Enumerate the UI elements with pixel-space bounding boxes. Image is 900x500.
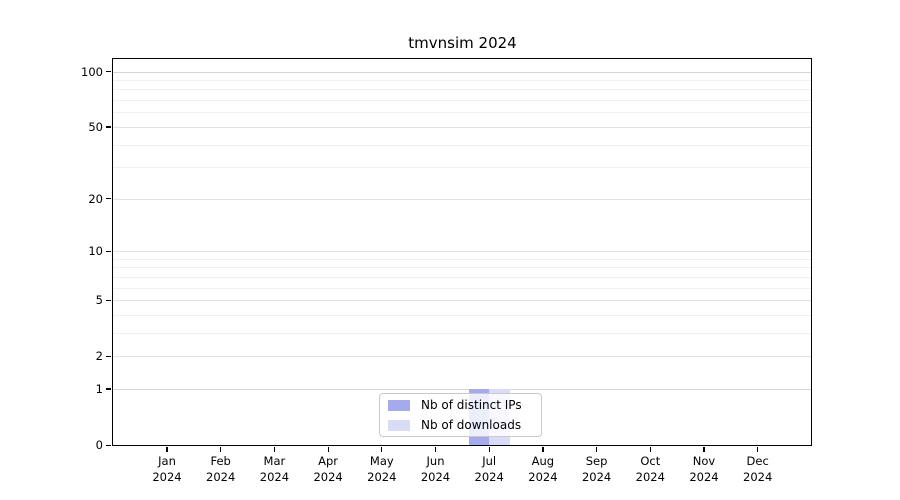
gridline-y-3 [113, 332, 811, 334]
x-tick-sep [596, 447, 598, 452]
y-tick-label-20: 20 [88, 191, 103, 206]
year-label: 2024 [528, 470, 558, 484]
gridline-y-20 [113, 198, 811, 200]
gridline-y-7 [113, 276, 811, 278]
y-tick-100 [106, 71, 111, 73]
year-label: 2024 [635, 470, 665, 484]
y-tick-20 [106, 198, 111, 200]
gridline-y-70 [113, 100, 811, 102]
legend-swatch-distinct-ips [388, 399, 410, 411]
x-tick-label-feb: Feb 2024 [189, 453, 253, 485]
gridline-y-10 [113, 251, 811, 252]
gridline-y-1 [113, 388, 811, 390]
x-tick-jan [166, 447, 168, 452]
year-label: 2024 [152, 470, 182, 484]
gridline-y-40 [113, 144, 811, 146]
gridline-y-60 [113, 112, 811, 114]
x-tick-feb [220, 447, 222, 452]
x-tick-jun [434, 447, 437, 452]
y-tick-label-10: 10 [88, 244, 103, 258]
x-tick-label-sep: Sep 2024 [565, 453, 629, 485]
chart-title: tmvnsim 2024 [408, 34, 517, 52]
x-tick-may [381, 447, 383, 452]
gridline-y-5 [113, 300, 811, 301]
year-label: 2024 [420, 470, 451, 484]
year-label: 2024 [313, 470, 343, 484]
y-tick-10 [106, 250, 111, 252]
x-tick-dec [757, 447, 759, 452]
y-tick-2 [106, 355, 111, 357]
y-tick-1 [106, 388, 111, 390]
gridline-y-50 [113, 126, 811, 128]
year-label: 2024 [259, 470, 290, 484]
x-tick-aug [542, 447, 544, 452]
gridline-y-4 [113, 314, 811, 316]
x-tick-label-jul: Jul 2024 [457, 453, 521, 485]
legend-label-downloads: Nb of downloads [421, 418, 522, 432]
plot-area: Nb of distinct IPs Nb of downloads 0 1 2 5 1… [81, 58, 812, 484]
gridline-y-6 [113, 287, 811, 289]
x-tick-label-aug: Aug 2024 [511, 453, 575, 485]
y-tick-label-2: 2 [95, 349, 103, 364]
y-tick-0 [106, 444, 111, 446]
month-label: Sep [585, 454, 608, 468]
y-tick-label-1: 1 [95, 381, 103, 396]
y-tick-label-0: 0 [95, 438, 103, 452]
x-tick-label-jun: Jun 2024 [404, 453, 468, 485]
year-label: 2024 [367, 470, 397, 484]
y-tick-5 [106, 299, 111, 301]
gridline-y-8 [113, 267, 811, 269]
x-tick-nov [703, 447, 705, 452]
y-tick-label-50: 50 [88, 119, 103, 134]
x-tick-label-mar: Mar 2024 [242, 453, 306, 485]
legend-entry-downloads: Nb of downloads [388, 415, 541, 435]
gridline-y-90 [113, 80, 811, 81]
month-label: Aug [531, 454, 555, 468]
legend: Nb of distinct IPs Nb of downloads [379, 393, 542, 437]
x-tick-label-nov: Nov 2024 [672, 453, 736, 485]
x-tick-apr [327, 447, 329, 452]
year-label: 2024 [474, 470, 504, 484]
y-tick-label-100: 100 [81, 64, 103, 79]
legend-label-distinct-ips: Nb of distinct IPs [421, 398, 522, 412]
month-label: Dec [746, 454, 769, 468]
gridline-y-80 [113, 89, 811, 91]
month-label: Jul [482, 454, 497, 468]
legend-swatch-downloads [388, 419, 410, 431]
year-label: 2024 [743, 470, 773, 484]
x-tick-label-jan: Jan 2024 [135, 453, 199, 485]
y-tick-50 [106, 126, 111, 128]
gridline-y-100 [113, 71, 811, 73]
month-label: May [369, 454, 394, 468]
y-tick-label-5: 5 [95, 293, 103, 307]
year-label: 2024 [689, 470, 719, 484]
x-tick-oct [649, 447, 651, 452]
month-label: Feb [210, 454, 231, 468]
month-label: Apr [318, 454, 339, 468]
year-label: 2024 [206, 470, 236, 484]
gridline-y-2 [113, 356, 811, 358]
legend-entry-distinct-ips: Nb of distinct IPs [388, 395, 541, 415]
gridline-y-9 [113, 258, 811, 260]
year-label: 2024 [581, 470, 612, 484]
x-tick-label-oct: Oct 2024 [618, 453, 682, 485]
month-label: Jun [426, 454, 445, 468]
month-label: Jan [158, 454, 176, 468]
month-label: Nov [692, 454, 716, 468]
x-tick-mar [273, 447, 276, 452]
x-tick-label-may: May 2024 [350, 453, 414, 485]
month-label: Mar [263, 454, 286, 468]
x-tick-label-dec: Dec 2024 [726, 453, 790, 485]
gridline-y-30 [113, 167, 811, 169]
x-tick-label-apr: Apr 2024 [296, 453, 360, 485]
month-label: Oct [640, 454, 661, 468]
x-tick-jul [488, 447, 490, 452]
